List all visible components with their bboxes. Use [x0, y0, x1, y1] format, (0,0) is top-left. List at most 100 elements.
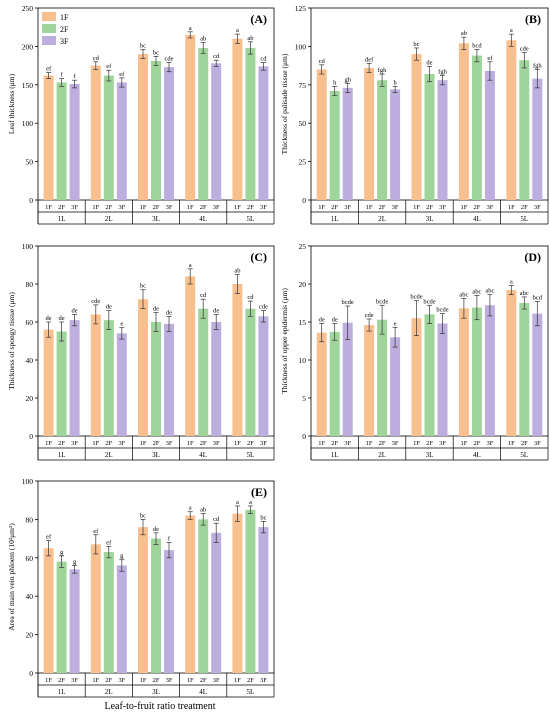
category-label: 5L	[520, 215, 528, 223]
significance-letter: bc	[260, 514, 266, 521]
series-tick-label: 2F	[521, 440, 528, 447]
significance-letter: abc	[459, 291, 468, 298]
bar	[258, 316, 269, 436]
significance-letter: f	[74, 73, 77, 80]
bar	[424, 314, 435, 436]
significance-letter: de	[332, 317, 338, 324]
y-tick-label: 40	[26, 356, 34, 365]
category-label: 1L	[331, 215, 339, 223]
category-label: 4L	[473, 215, 481, 223]
significance-letter: de	[426, 59, 432, 66]
series-tick-label: 3F	[166, 677, 173, 684]
significance-letter: de	[153, 306, 159, 313]
bar	[151, 60, 161, 200]
series-tick-label: 3F	[71, 204, 78, 211]
bar	[532, 313, 543, 436]
significance-letter: ab	[200, 507, 206, 514]
significance-letter: ab	[200, 36, 206, 43]
series-tick-label: 2F	[105, 677, 112, 684]
category-label: 2L	[105, 215, 113, 223]
significance-letter: g	[120, 553, 124, 560]
significance-letter: ef	[93, 528, 99, 535]
y-tick-label: 100	[22, 477, 34, 486]
y-tick-label: 40	[26, 592, 34, 601]
significance-letter: ef	[487, 55, 493, 62]
bar	[164, 550, 174, 673]
bar	[437, 323, 448, 436]
significance-letter: a	[510, 27, 513, 34]
series-tick-label: 1F	[366, 204, 373, 211]
bar	[56, 331, 67, 436]
significance-letter: ef	[106, 539, 112, 546]
series-tick-label: 2F	[247, 204, 254, 211]
significance-letter: fgh	[438, 69, 447, 76]
significance-letter: bcde	[410, 294, 422, 301]
series-tick-label: 1F	[413, 204, 420, 211]
bar	[43, 329, 54, 436]
bar	[484, 70, 495, 200]
significance-letter: ab	[247, 35, 253, 42]
significance-letter: cd	[260, 56, 267, 63]
bar	[258, 66, 269, 200]
y-axis-label: Thickness of upper epidermis (μm)	[280, 288, 289, 394]
bar	[532, 78, 543, 200]
category-label: 4L	[473, 451, 481, 459]
significance-letter: de	[72, 307, 78, 314]
series-tick-label: 3F	[344, 440, 351, 447]
bar	[329, 90, 340, 200]
y-tick-label: 15	[299, 318, 307, 327]
legend-label: 1F	[60, 13, 69, 22]
significance-letter: a	[189, 262, 192, 269]
significance-letter: ab	[234, 268, 240, 275]
series-tick-label: 1F	[45, 204, 52, 211]
bar	[458, 308, 469, 436]
series-tick-label: 2F	[379, 440, 386, 447]
significance-letter: a	[189, 505, 192, 512]
bar	[43, 548, 54, 673]
y-tick-label: 0	[302, 432, 306, 441]
series-tick-label: 1F	[92, 677, 99, 684]
series-tick-label: 1F	[413, 440, 420, 447]
series-tick-label: 2F	[58, 440, 65, 447]
series-tick-label: 3F	[260, 677, 267, 684]
series-tick-label: 2F	[247, 440, 254, 447]
y-axis-label: Thickness of spongy tissue (μm)	[7, 292, 16, 390]
series-tick-label: 3F	[486, 204, 493, 211]
series-tick-label: 2F	[331, 440, 338, 447]
series-tick-label: 3F	[260, 440, 267, 447]
series-tick-label: 1F	[318, 204, 325, 211]
category-label: 5L	[520, 451, 528, 459]
bar	[484, 305, 495, 436]
significance-letter: e	[394, 320, 397, 327]
significance-letter: abc	[472, 288, 481, 295]
series-tick-label: 1F	[140, 677, 147, 684]
bar	[90, 314, 101, 436]
legend-swatch	[42, 12, 56, 21]
significance-letter: cde	[164, 56, 173, 63]
series-tick-label: 2F	[105, 440, 112, 447]
y-tick-label: 25	[299, 242, 307, 251]
significance-letter: bc	[140, 42, 146, 49]
significance-letter: g	[60, 549, 64, 556]
series-tick-label: 1F	[140, 440, 147, 447]
series-tick-label: 3F	[213, 204, 220, 211]
bar	[103, 552, 114, 673]
category-label: 3L	[426, 451, 434, 459]
significance-letter: de	[213, 307, 219, 314]
series-tick-label: 1F	[234, 677, 241, 684]
significance-letter: cde	[365, 312, 374, 319]
panel-label: (D)	[524, 250, 541, 264]
significance-letter: de	[319, 317, 325, 324]
significance-letter: bcd	[533, 294, 543, 301]
series-tick-label: 1F	[45, 440, 52, 447]
series-tick-label: 2F	[331, 204, 338, 211]
series-tick-label: 1F	[140, 204, 147, 211]
bar	[245, 47, 256, 200]
series-tick-label: 3F	[534, 204, 541, 211]
bar	[69, 320, 80, 436]
panel-label: (B)	[525, 12, 541, 26]
y-tick-label: 20	[299, 280, 307, 289]
legend-label: 2F	[60, 25, 69, 34]
series-tick-label: 3F	[166, 440, 173, 447]
series-tick-label: 1F	[508, 440, 515, 447]
